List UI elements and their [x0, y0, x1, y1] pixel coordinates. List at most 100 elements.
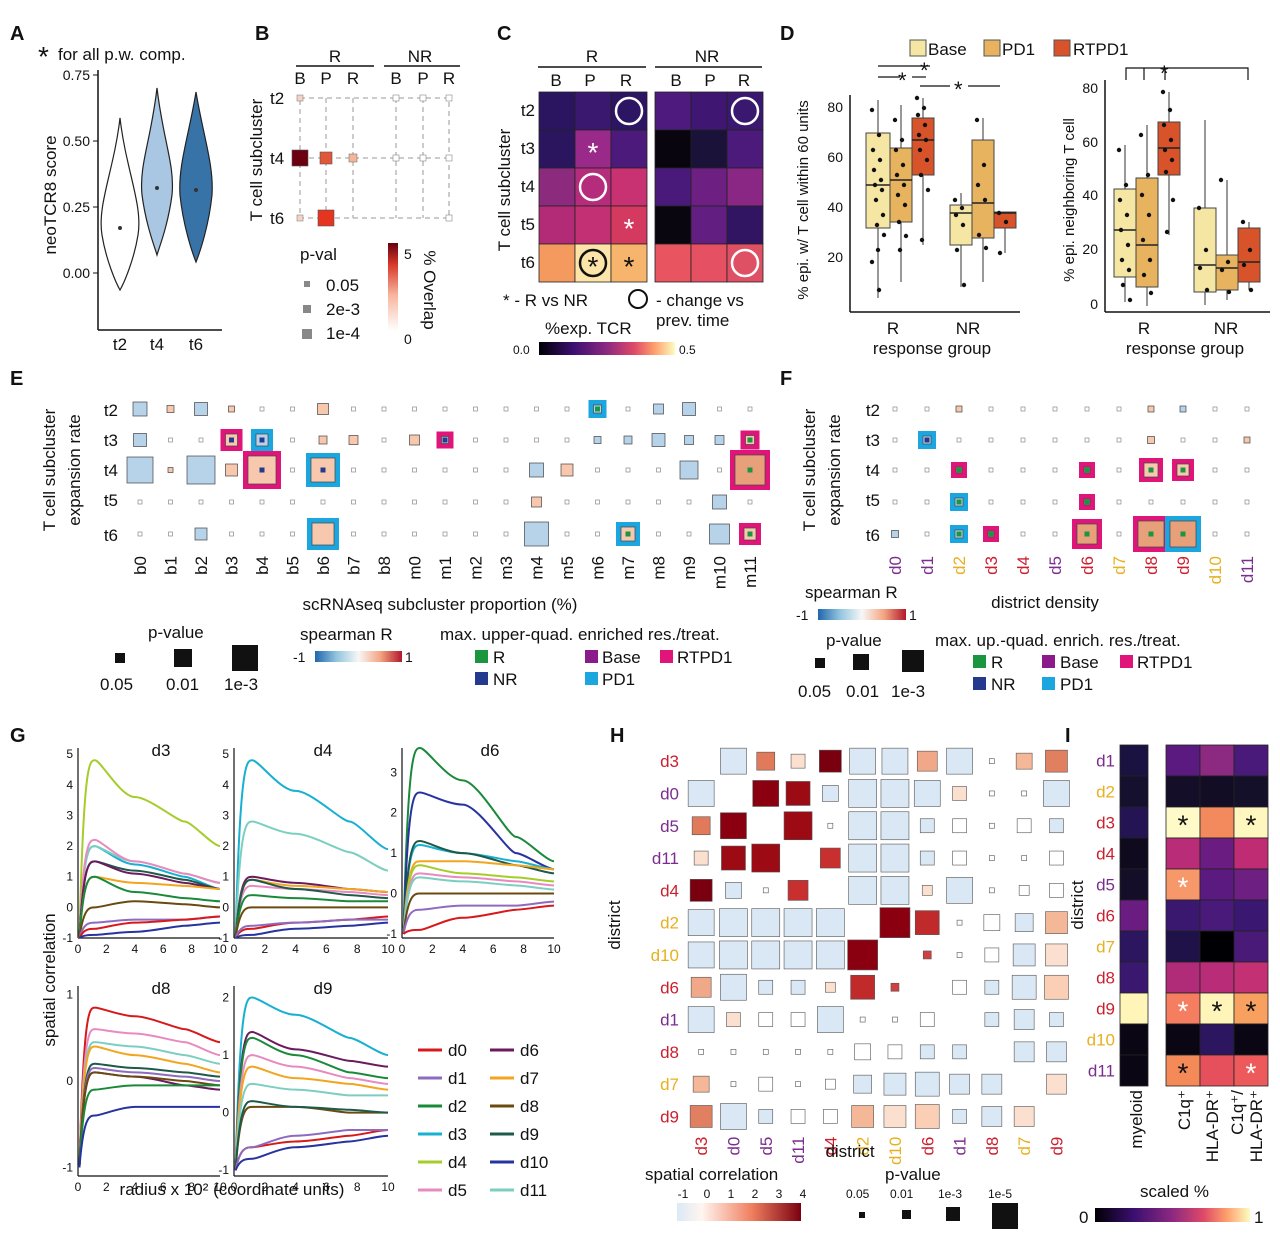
heat-cell: [574, 205, 612, 245]
correlation-square: [194, 402, 208, 416]
enrichment-dot: [1084, 467, 1090, 473]
correlation-square: [595, 467, 600, 473]
violin-t2: [100, 117, 140, 292]
box-point: [1123, 182, 1129, 188]
panel-d: D Base PD1 RTPD1 % epi. w/ T cell within…: [780, 23, 1270, 358]
column-label: m2: [467, 556, 486, 580]
panel-f-pval: 1e-3: [891, 682, 925, 701]
panel-a-note: for all p.w. comp.: [58, 45, 186, 64]
correlation-square: [1052, 467, 1058, 473]
box-point: [1204, 287, 1210, 293]
panel-g-letter: G: [10, 725, 26, 747]
box-point: [1162, 147, 1168, 153]
series-line-d9: [78, 1062, 221, 1168]
panel-b-cbar-min: 0: [404, 331, 412, 347]
panel-e-pv-title: p-value: [148, 623, 204, 642]
correlation-square: [442, 531, 448, 537]
correlation-square: [892, 406, 898, 412]
violin-t6: [179, 91, 213, 264]
x-tick: 8: [188, 1180, 195, 1194]
box-point: [1146, 212, 1152, 218]
panel-b-col: B: [390, 69, 401, 88]
correlation-square: [783, 811, 813, 841]
heat-cell: [726, 129, 764, 169]
correlation-square: [1013, 1009, 1035, 1030]
correlation-square: [924, 531, 930, 537]
box-point: [1226, 289, 1232, 295]
correlation-square: [758, 1109, 774, 1124]
series-line-d4: [402, 864, 555, 935]
correlation-square: [194, 527, 208, 541]
correlation-square: [684, 435, 694, 445]
box-point: [1240, 219, 1246, 225]
x-tick: 6: [490, 942, 497, 956]
panel-b-colorbar: [388, 243, 398, 331]
sig-star: *: [1212, 996, 1223, 1027]
heat-cell: [690, 91, 728, 131]
panel-b: B R NR B P R B P R t2 t4 t6 T cell subcl…: [247, 23, 460, 347]
correlation-square: [503, 437, 509, 443]
correlation-square: [1020, 437, 1026, 443]
panel-h-sc-title: spatial correlation: [645, 1165, 778, 1184]
panel-c-col: B: [550, 71, 561, 90]
enrichment-dot: [988, 531, 994, 537]
change-marker: [578, 172, 608, 202]
correlation-square: [686, 531, 692, 537]
correlation-square: [758, 979, 774, 995]
box-point: [982, 197, 988, 203]
box-point: [1116, 147, 1122, 153]
box-point: [1120, 282, 1126, 288]
correlation-square: [1020, 499, 1026, 505]
enrichment-dot: [956, 531, 962, 537]
correlation-square: [381, 467, 387, 473]
enrichment-dot: [747, 531, 753, 537]
box-point: [869, 259, 875, 265]
correlation-square: [983, 914, 1001, 931]
series-line-d2: [234, 894, 388, 939]
violin-t4: [140, 87, 174, 258]
panel-e-row: t6: [104, 526, 118, 545]
correlation-square: [351, 467, 356, 473]
correlation-square: [880, 876, 910, 905]
box-point: [952, 197, 958, 203]
correlation-square: [952, 850, 967, 866]
plot-title: d3: [152, 741, 171, 760]
heat-cell: [1199, 992, 1235, 1025]
series-line-d5: [402, 872, 555, 935]
correlation-square: [1012, 943, 1036, 967]
correlation-square: [1147, 436, 1155, 444]
correlation-square: [783, 940, 813, 970]
panel-e-enr: RTPD1: [677, 648, 732, 667]
correlation-square: [686, 499, 692, 505]
box-point: [954, 247, 960, 253]
panel-d-xtick: NR: [1214, 319, 1239, 338]
panel-c-legend-3: prev. time: [656, 311, 729, 330]
column-label: d8: [983, 1137, 1002, 1156]
box-point: [1138, 132, 1144, 138]
x-tick: 4: [292, 1180, 299, 1194]
panel-e-enr: NR: [493, 670, 518, 689]
panel-c-cbar-min: 0.0: [513, 343, 530, 357]
box-point: [1225, 259, 1231, 265]
correlation-square: [1018, 885, 1030, 896]
box-point: [1196, 205, 1202, 211]
enrichment-dot: [320, 467, 326, 473]
panel-c: C R NR B P R B P R t2 t3 t4 t5 t6 T cell…: [495, 23, 764, 357]
legend-label: d0: [448, 1041, 467, 1060]
panel-e-row: t4: [104, 461, 118, 480]
box-point: [876, 287, 882, 293]
correlation-square: [524, 521, 549, 547]
correlation-square: [682, 402, 696, 416]
panel-f-sp-min: -1: [796, 607, 809, 623]
series-line-d10: [78, 921, 221, 939]
panel-b-pval-title: p-val: [300, 245, 337, 264]
column-label: d2: [950, 556, 969, 575]
panel-f-ylabel-1: T cell subcluster: [800, 408, 819, 531]
y-tick: 2: [222, 991, 229, 1005]
correlation-square: [503, 467, 509, 473]
correlation-square: [1116, 406, 1122, 412]
panel-e-row: t5: [104, 491, 118, 510]
panel-h-ylabel: district: [605, 900, 624, 949]
